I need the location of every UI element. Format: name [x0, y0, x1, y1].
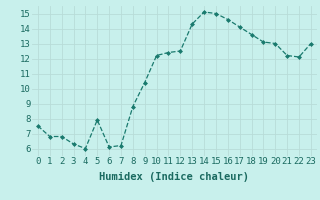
X-axis label: Humidex (Indice chaleur): Humidex (Indice chaleur)	[100, 172, 249, 182]
